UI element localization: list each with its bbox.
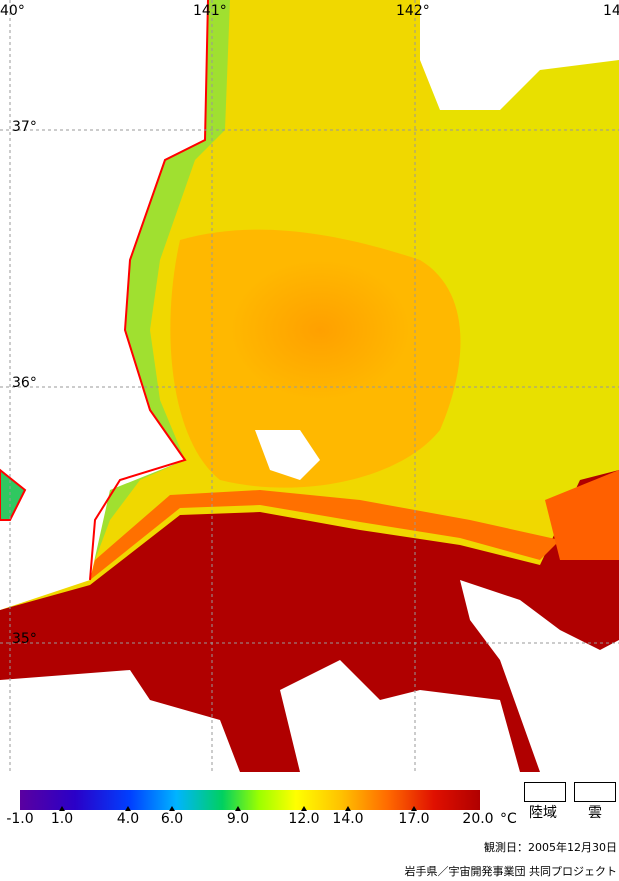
cloud-center xyxy=(255,430,320,480)
cloud-south-mid xyxy=(280,660,520,772)
tick-mark xyxy=(125,806,131,811)
lon-label-143: 14 xyxy=(603,3,619,19)
cloud-legend-swatch xyxy=(574,782,616,802)
land-area xyxy=(0,0,208,610)
cloud-southeast xyxy=(460,580,619,772)
land-legend-swatch xyxy=(524,782,566,802)
cloud-south-left xyxy=(0,670,240,772)
lon-label-142: 142° xyxy=(396,3,430,19)
tick-label: 4.0 xyxy=(116,811,140,827)
temperature-color-bar xyxy=(20,790,480,810)
tick-label: 17.0 xyxy=(398,811,430,827)
island-patch xyxy=(0,468,27,521)
tick-mark xyxy=(59,806,65,811)
observation-date: 観測日：2005年12月30日 xyxy=(484,841,617,854)
lon-label-141: 141° xyxy=(193,3,227,19)
cloud-legend-label: 雲 xyxy=(588,805,602,821)
lat-label-36: 36° xyxy=(12,375,37,391)
sea-surface-temperature-map xyxy=(0,0,619,772)
unit-label: °C xyxy=(500,811,517,827)
lat-label-35: 35° xyxy=(12,631,37,647)
cloud-northeast xyxy=(420,0,619,110)
tick-label: 6.0 xyxy=(160,811,184,827)
coastline xyxy=(89,0,209,581)
east-orange-patch xyxy=(545,470,619,560)
tick-label: -1.0 xyxy=(6,811,34,827)
land-legend-label: 陸域 xyxy=(529,805,557,821)
tick-mark xyxy=(345,806,351,811)
tick-label: 12.0 xyxy=(288,811,320,827)
tick-label: 20.0 xyxy=(462,811,494,827)
tick-label: 9.0 xyxy=(226,811,250,827)
warm-core xyxy=(230,260,410,400)
graticule xyxy=(0,0,619,772)
tick-mark xyxy=(301,806,307,811)
tick-mark xyxy=(411,806,417,811)
tick-mark xyxy=(169,806,175,811)
tick-label: 1.0 xyxy=(50,811,74,827)
warm-front-orange xyxy=(90,490,560,580)
credit-text: 岩手県／宇宙開発事業団 共同プロジェクト xyxy=(404,865,618,878)
lat-label-37: 37° xyxy=(12,119,37,135)
tick-mark xyxy=(235,806,241,811)
tick-label: 14.0 xyxy=(332,811,364,827)
lon-label-140: 40° xyxy=(0,3,25,19)
